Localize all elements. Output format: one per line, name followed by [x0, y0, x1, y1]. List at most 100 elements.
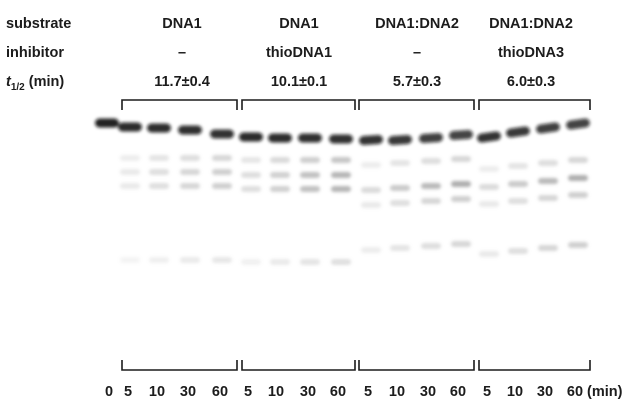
lane-time-label: 5: [363, 384, 373, 400]
lane-time-label: 10: [267, 384, 285, 400]
half-life-symbol: t: [6, 74, 11, 90]
gel-band: [149, 169, 169, 175]
gel-band: [118, 122, 142, 132]
group-3-inhibitor: –: [412, 45, 422, 61]
gel-band: [180, 155, 200, 161]
group-2-inhibitor: thioDNA1: [265, 45, 333, 61]
group-4-inhibitor: thioDNA3: [497, 45, 565, 61]
half-life-row-label: t1/2 (min): [6, 73, 64, 97]
gel-band: [538, 195, 558, 201]
gel-band: [120, 169, 140, 175]
gel-band: [270, 157, 290, 163]
gel-band: [479, 166, 499, 172]
gel-band: [568, 175, 588, 181]
gel-band: [568, 157, 588, 163]
gel-band: [359, 134, 383, 146]
lane-bracket: [121, 99, 238, 110]
gel-band: [270, 172, 290, 178]
group-2-half-life: 10.1±0.1: [270, 74, 328, 90]
gel-band: [421, 183, 441, 189]
gel-band: [331, 259, 351, 265]
lane-bracket: [358, 360, 475, 371]
gel-band: [241, 172, 261, 178]
lane-time-label: 10: [388, 384, 406, 400]
gel-band: [210, 129, 234, 139]
gel-band: [147, 123, 171, 133]
gel-band: [241, 186, 261, 192]
gel-band: [149, 257, 169, 263]
lane-time-label: 30: [419, 384, 437, 400]
inhibitor-row-label: inhibitor: [6, 45, 64, 61]
gel-band: [212, 155, 232, 161]
gel-band: [479, 251, 499, 257]
lane-bracket: [478, 360, 591, 371]
gel-bands: [95, 118, 590, 265]
gel-band: [241, 157, 261, 163]
group-3-substrate: DNA1:DNA2: [375, 16, 459, 32]
gel-band: [212, 257, 232, 263]
gel-band: [390, 160, 410, 166]
gel-band: [421, 243, 441, 249]
lane-time-label: 5: [243, 384, 253, 400]
gel-band: [178, 125, 202, 135]
lane-time-label: 60: [329, 384, 347, 400]
lane-time-label: 10: [506, 384, 524, 400]
gel-band: [270, 259, 290, 265]
gel-band: [477, 131, 501, 143]
group-3-half-life: 5.7±0.3: [392, 74, 442, 90]
lane-time-label: 5: [123, 384, 133, 400]
gel-band: [538, 245, 558, 251]
gel-band: [331, 157, 351, 163]
gel-band: [180, 169, 200, 175]
gel-band: [390, 200, 410, 206]
gel-band: [268, 133, 292, 143]
lane-time-label: 60: [449, 384, 467, 400]
gel-band: [95, 118, 119, 128]
gel-band: [180, 257, 200, 263]
gel-band: [212, 169, 232, 175]
gel-band: [149, 155, 169, 161]
gel-band: [390, 185, 410, 191]
gel-band: [239, 132, 263, 142]
gel-band: [300, 157, 320, 163]
gel-band: [390, 245, 410, 251]
gel-band: [361, 187, 381, 193]
gel-band: [566, 118, 590, 130]
gel-band: [180, 183, 200, 189]
group-1-substrate: DNA1: [162, 16, 202, 32]
gel-band: [300, 259, 320, 265]
lane-time-label: 10: [148, 384, 166, 400]
group-4-half-life: 6.0±0.3: [506, 74, 556, 90]
substrate-row-label: substrate: [6, 16, 72, 32]
lane-time-label: 60: [211, 384, 229, 400]
gel-band: [421, 198, 441, 204]
gel-band: [120, 183, 140, 189]
gel-band: [300, 186, 320, 192]
gel-band: [449, 129, 473, 141]
gel-band: [149, 183, 169, 189]
gel-band: [120, 257, 140, 263]
gel-band: [298, 133, 322, 143]
gel-band: [120, 155, 140, 161]
lane-brackets: [121, 99, 591, 371]
gel-band: [419, 132, 443, 144]
gel-band: [508, 181, 528, 187]
gel-band: [568, 242, 588, 248]
lane-bracket: [241, 360, 356, 371]
lane-time-label: 30: [536, 384, 554, 400]
gel-band: [361, 247, 381, 253]
lane-time-label: 5: [482, 384, 492, 400]
gel-band: [300, 172, 320, 178]
gel-band: [451, 156, 471, 162]
gel-band: [538, 178, 558, 184]
gel-band: [421, 158, 441, 164]
lane-bracket: [478, 99, 591, 110]
control-lane-label: 0: [104, 384, 114, 400]
gel-band: [388, 134, 412, 146]
lane-time-label: 30: [179, 384, 197, 400]
gel-band: [479, 201, 499, 207]
gel-band: [451, 241, 471, 247]
gel-band: [508, 163, 528, 169]
